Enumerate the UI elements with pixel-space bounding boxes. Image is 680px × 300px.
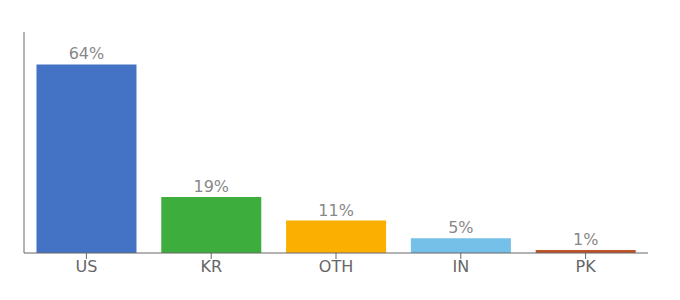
svg-text:US: US	[75, 257, 97, 276]
svg-text:11%: 11%	[318, 201, 354, 220]
svg-text:19%: 19%	[193, 177, 229, 196]
svg-text:OTH: OTH	[319, 257, 353, 276]
svg-text:IN: IN	[452, 257, 469, 276]
svg-text:PK: PK	[576, 257, 597, 276]
svg-text:KR: KR	[200, 257, 222, 276]
svg-text:5%: 5%	[448, 218, 473, 237]
svg-text:64%: 64%	[69, 44, 105, 63]
svg-text:1%: 1%	[573, 230, 598, 249]
